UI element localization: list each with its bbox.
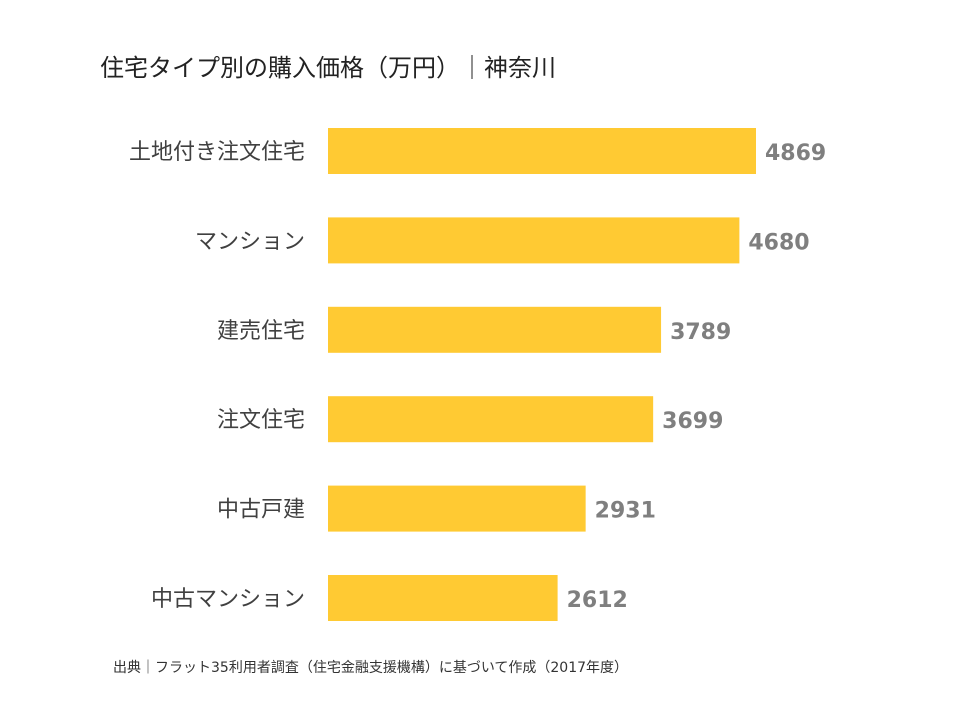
category-label: 建売住宅 — [217, 319, 305, 344]
category-label: 中古戸建 — [217, 498, 305, 523]
category-label: 中古マンション — [151, 587, 305, 612]
chart-title: 住宅タイプ別の購入価格（万円）｜神奈川 — [100, 54, 556, 82]
value-label: 2931 — [595, 499, 656, 524]
value-label: 3789 — [670, 320, 731, 345]
value-label: 2612 — [567, 588, 628, 613]
category-label: 注文住宅 — [217, 408, 305, 433]
bar — [328, 485, 586, 532]
value-label: 4680 — [748, 230, 809, 255]
value-label: 3699 — [662, 409, 723, 434]
bar — [328, 128, 756, 174]
value-label: 4869 — [765, 141, 826, 166]
category-label: マンション — [195, 229, 305, 254]
bar — [328, 575, 558, 621]
source-note: 出典｜フラット35利用者調査（住宅金融支援機構）に基づいて作成（2017年度） — [113, 660, 629, 676]
bar — [328, 306, 662, 353]
bar — [328, 396, 654, 443]
category-label: 土地付き注文住宅 — [129, 140, 305, 165]
bar — [328, 217, 740, 264]
